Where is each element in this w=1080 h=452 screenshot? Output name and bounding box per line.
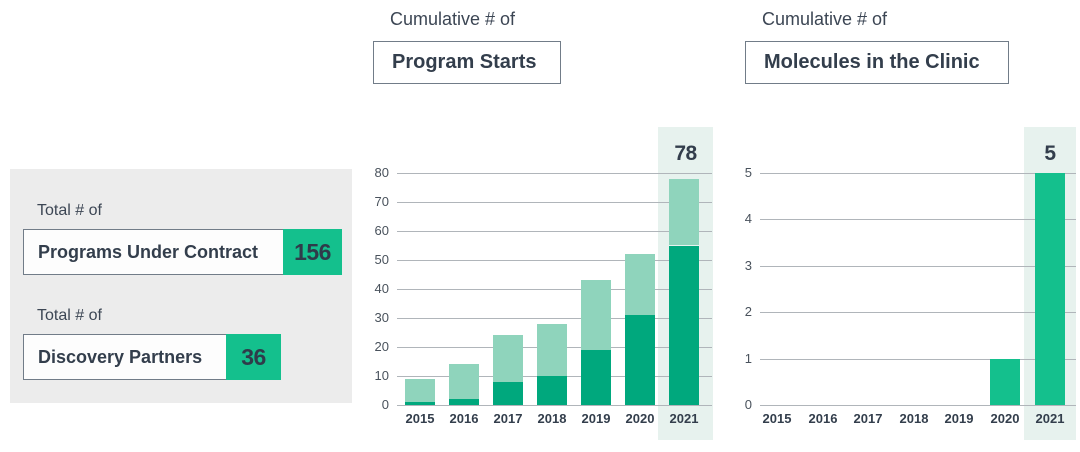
bar-2018-light-green-segment: [537, 323, 567, 376]
y-tick-label: 1: [744, 350, 752, 366]
stats-panel: Total # of Programs Under Contract 156 T…: [10, 169, 352, 403]
bar-2016-light-green-segment: [449, 364, 479, 400]
bar-2019-light-green-segment: [581, 280, 611, 350]
x-tick-label: 2018: [537, 411, 567, 426]
bar-2019-dark-green-segment: [581, 349, 611, 405]
x-tick-label: 2021: [669, 411, 699, 426]
highlight-value-label: 78: [674, 142, 697, 165]
y-tick-label: 0: [381, 397, 389, 412]
program-starts-header: Cumulative # of Program Starts: [373, 8, 561, 84]
y-tick-label: 50: [374, 252, 389, 267]
program-starts-supertitle: Cumulative # of: [390, 9, 516, 29]
y-tick-label: 60: [374, 223, 389, 238]
x-tick-label: 2021: [1035, 411, 1065, 426]
molecules-clinic-title-box: Molecules in the Clinic: [745, 41, 1009, 84]
stat-value-badge-partners: 36: [226, 334, 281, 380]
x-tick-label: 2016: [808, 411, 838, 426]
gridline: [397, 202, 712, 203]
bar-2015-dark-green-segment: [405, 402, 435, 405]
bar-2015-light-green-segment: [405, 378, 435, 403]
y-tick-label: 4: [744, 211, 752, 227]
x-tick-label: 2019: [581, 411, 611, 426]
x-tick-label: 2020: [990, 411, 1020, 426]
y-tick-label: 0: [744, 397, 752, 412]
stat-value-badge-programs: 156: [283, 229, 342, 275]
stat-box-discovery-partners: Discovery Partners 36: [23, 334, 281, 380]
stat-label-programs: Total # of: [37, 202, 102, 219]
y-tick-label: 5: [744, 165, 752, 180]
y-tick-label: 10: [374, 368, 389, 383]
y-tick-label: 80: [374, 165, 389, 180]
stat-box-programs-under-contract: Programs Under Contract 156: [23, 229, 342, 275]
x-tick-label: 2020: [625, 411, 655, 426]
bar-2021-dark-green-segment: [669, 245, 699, 405]
gridline: [760, 219, 1076, 221]
bar-2016-dark-green-segment: [449, 399, 479, 405]
gridline: [397, 318, 712, 319]
x-tick-label: 2015: [405, 411, 435, 426]
y-tick-label: 20: [374, 339, 389, 354]
highlight-value-label: 5: [1044, 142, 1056, 165]
gridline: [397, 231, 712, 232]
x-tick-label: 2015: [762, 411, 792, 426]
y-tick-label: 40: [374, 281, 389, 296]
gridline: [760, 358, 1076, 360]
gridline: [760, 312, 1076, 314]
x-tick-label: 2016: [449, 411, 479, 426]
stat-label-partners: Total # of: [37, 307, 102, 324]
stat-name-discovery-partners: Discovery Partners: [38, 346, 203, 367]
gridline: [760, 405, 1076, 406]
x-tick-label: 2019: [944, 411, 974, 426]
y-tick-label: 2: [744, 304, 752, 320]
bar-2021-light-green-segment: [669, 178, 699, 246]
bar-2020-light-green-segment: [625, 254, 655, 316]
bar-2017-light-green-segment: [493, 335, 523, 382]
gridline: [397, 173, 712, 174]
x-tick-label: 2017: [493, 411, 523, 426]
molecules-clinic-supertitle: Cumulative # of: [762, 9, 888, 29]
y-tick-label: 30: [374, 310, 389, 325]
bar-2017-dark-green-segment: [493, 381, 523, 405]
x-tick-label: 2018: [899, 411, 929, 426]
gridline: [397, 289, 712, 290]
gridline: [760, 265, 1076, 267]
bar-2021-bright-green-bar: [1035, 173, 1065, 405]
bar-2018-dark-green-segment: [537, 376, 567, 405]
program-starts-title-box: Program Starts: [373, 41, 561, 84]
molecules-clinic-header: Cumulative # of Molecules in the Clinic: [745, 8, 1009, 84]
bar-2020-bright-green-bar: [990, 358, 1020, 405]
bar-2020-dark-green-segment: [625, 315, 655, 405]
gridline: [760, 173, 1076, 174]
y-tick-label: 3: [744, 257, 752, 273]
y-tick-label: 70: [374, 194, 389, 209]
gridline: [397, 260, 712, 261]
stat-name-programs-under-contract: Programs Under Contract: [38, 241, 259, 262]
x-tick-label: 2017: [853, 411, 883, 426]
gridline: [397, 405, 712, 406]
